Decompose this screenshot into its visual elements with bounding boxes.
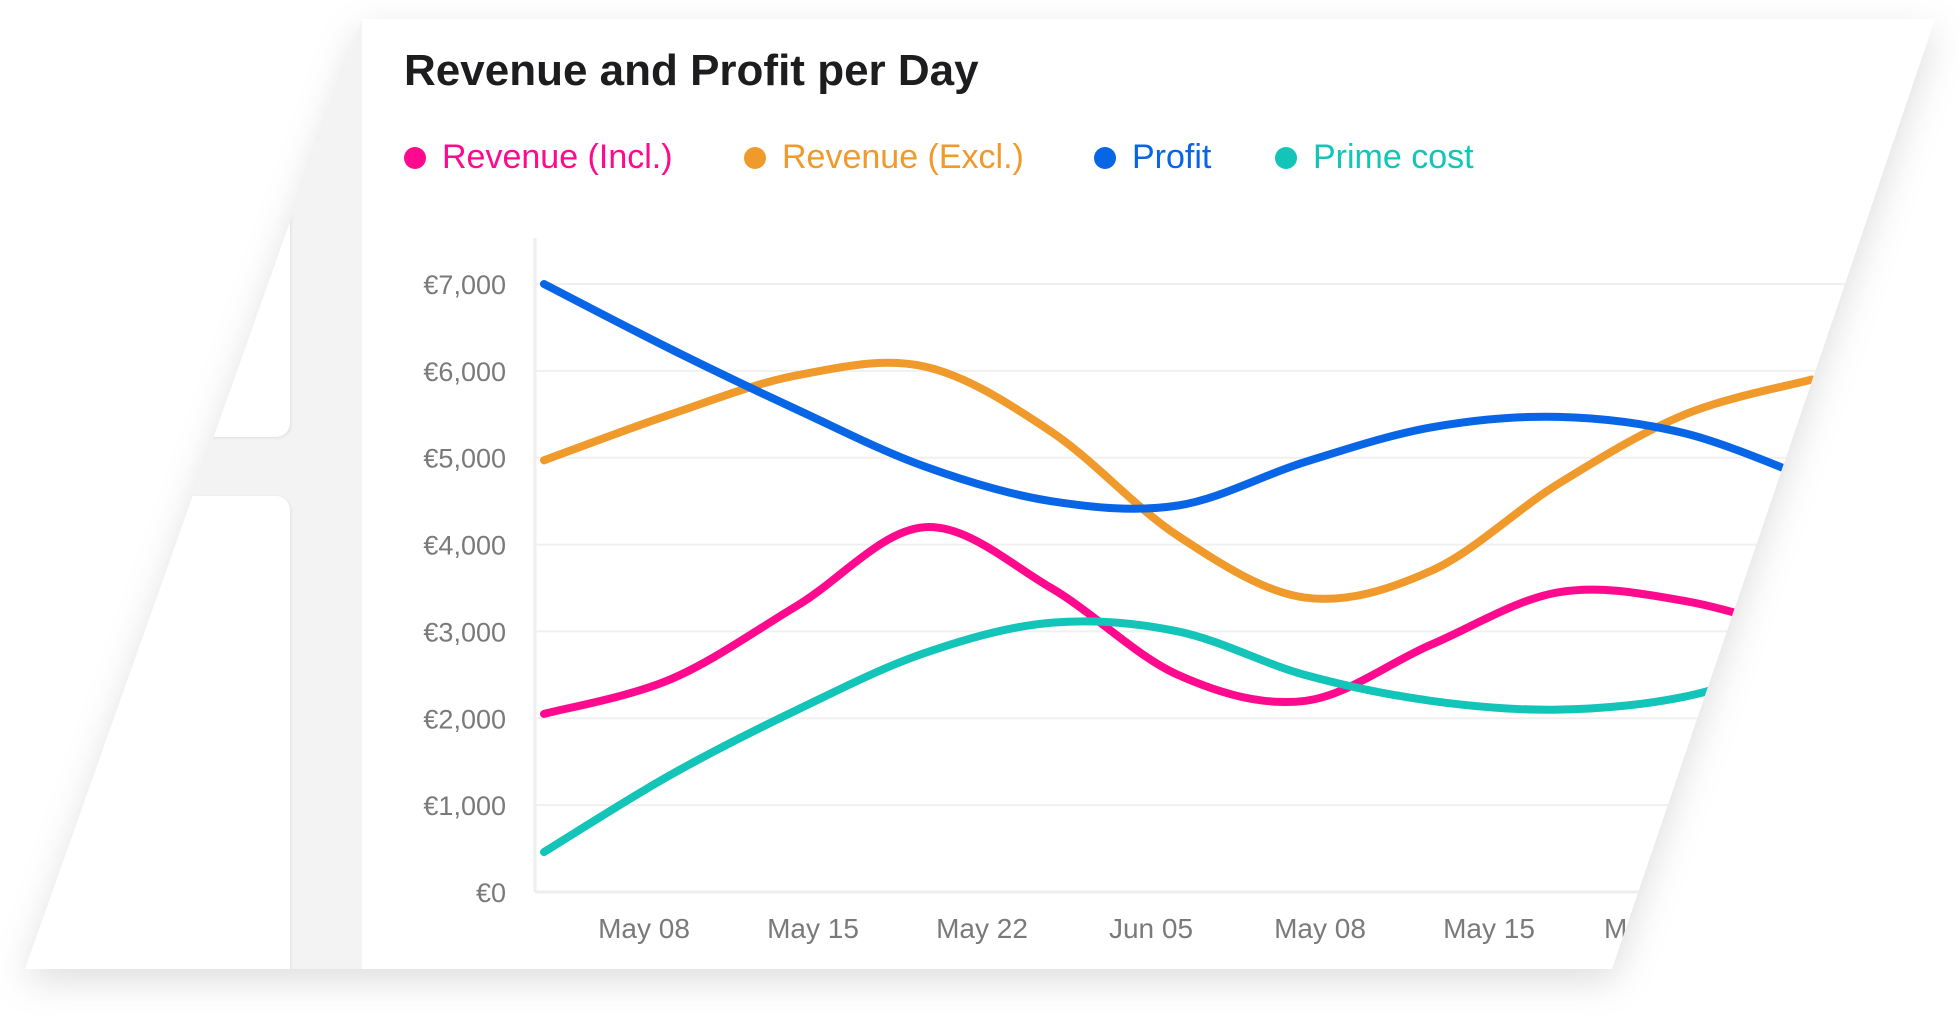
legend-label: Prime cost (1313, 138, 1474, 176)
legend-item-revenue-incl[interactable]: Revenue (Incl.) (404, 138, 673, 177)
y-tick-label: €3,000 (423, 617, 506, 647)
legend-dot-icon (404, 146, 426, 169)
legend-label: Revenue (Incl.) (442, 138, 673, 176)
x-tick-label: May 08 (598, 913, 690, 944)
y-tick-label: €7,000 (423, 270, 506, 300)
y-tick-label: €1,000 (423, 791, 506, 821)
x-tick-label: Jun 05 (1109, 913, 1193, 944)
legend-dot-icon (1094, 146, 1116, 169)
series-line-prime-cost (540, 617, 1816, 857)
legend-item-profit[interactable]: Profit (1094, 138, 1211, 177)
legend-item-revenue-excl[interactable]: Revenue (Excl.) (744, 138, 1024, 177)
chart-title: Revenue and Profit per Day (404, 46, 979, 95)
x-tick-label: May 22 (936, 913, 1028, 944)
legend-dot-icon (1275, 146, 1297, 169)
series-line-profit (540, 280, 1816, 513)
y-tick-label: €5,000 (423, 444, 506, 474)
y-tick-label: €2,000 (423, 704, 506, 734)
series-line-revenue-incl (540, 523, 1816, 718)
legend-item-prime-cost[interactable]: Prime cost (1275, 138, 1474, 177)
y-tick-label: €4,000 (423, 531, 506, 561)
legend-label: Revenue (Excl.) (782, 138, 1024, 176)
x-tick-label: May 15 (767, 913, 859, 944)
x-tick-label: May 08 (1274, 913, 1366, 944)
legend-dot-icon (744, 146, 766, 169)
legend-label: Profit (1132, 138, 1212, 176)
x-tick-label: M (1604, 913, 1627, 944)
y-tick-label: €0 (476, 878, 506, 908)
series-line-revenue-excl (540, 358, 1816, 603)
y-tick-label: €6,000 (423, 357, 506, 387)
x-tick-label: May 15 (1443, 913, 1535, 944)
